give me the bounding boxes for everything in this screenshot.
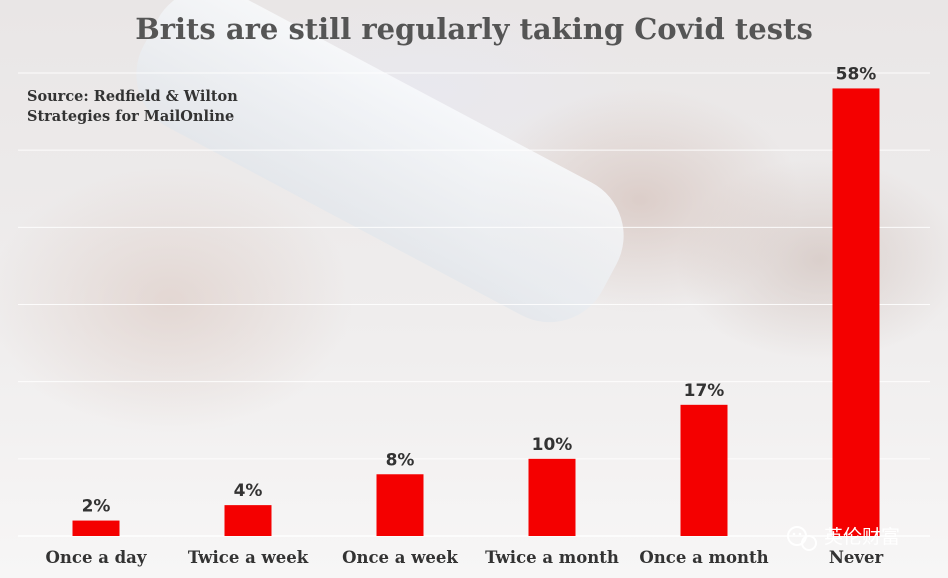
bar <box>680 404 728 536</box>
bar-value-label: 17% <box>684 381 725 401</box>
source-line-1: Source: Redfield & Wilton <box>27 88 238 105</box>
category-label: Twice a month <box>485 548 619 567</box>
bar <box>832 88 880 536</box>
watermark-text: 英伦财富 <box>824 526 900 548</box>
bar-value-label: 58% <box>836 64 877 84</box>
category-label: Once a day <box>46 548 147 567</box>
bar <box>72 520 120 536</box>
category-labels: Once a day Twice a week Once a week Twice a… <box>46 548 884 567</box>
bar-value-label: 2% <box>82 497 111 517</box>
source-line-2: Strategies for MailOnline <box>27 108 234 125</box>
bar-value-label: 4% <box>234 481 263 501</box>
category-label: Twice a week <box>188 548 309 567</box>
category-label: Never <box>829 548 884 567</box>
bar <box>528 458 576 536</box>
bars <box>72 88 880 536</box>
watermark: 英伦财富 <box>787 526 900 551</box>
category-label: Once a week <box>342 548 458 567</box>
bar <box>224 505 272 536</box>
category-label: Once a month <box>639 548 768 567</box>
bar-value-label: 8% <box>386 450 415 470</box>
gridlines <box>18 72 930 537</box>
bar-value-label: 10% <box>532 435 573 455</box>
chart-title: Brits are still regularly taking Covid t… <box>135 12 813 46</box>
wechat-icon <box>787 526 817 551</box>
bar <box>376 474 424 536</box>
value-labels: 2% 4% 8% 10% 17% 58% <box>82 64 877 516</box>
